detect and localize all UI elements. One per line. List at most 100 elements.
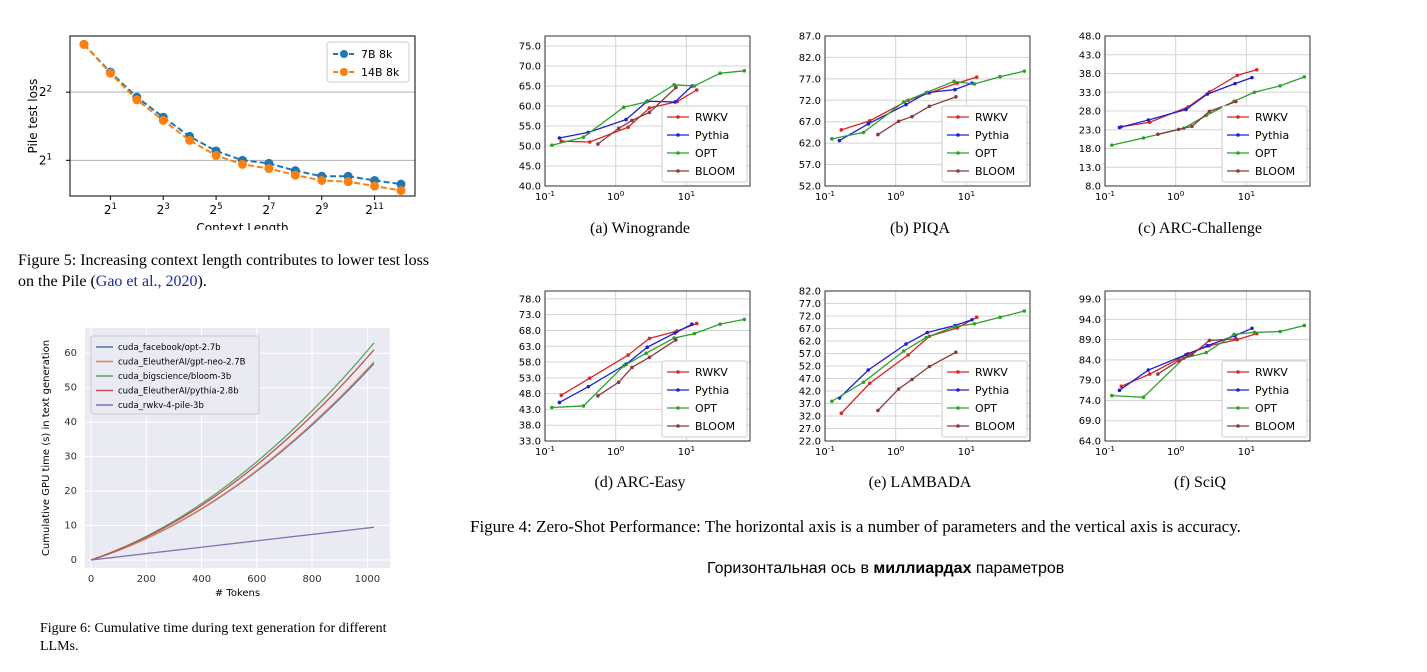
panel-point <box>954 350 958 355</box>
panel-legend-marker <box>1236 424 1240 428</box>
panel-point <box>1022 69 1027 73</box>
fig5-legend-marker <box>340 50 348 58</box>
panel-point <box>647 355 652 360</box>
panel-y-tick-label: 48.0 <box>519 389 541 400</box>
panel-point <box>839 411 844 416</box>
fig5-point <box>343 177 353 187</box>
panel-point <box>647 106 652 110</box>
panel-point <box>647 336 652 341</box>
fig6-legend-label: cuda_rwkv-4-pile-3b <box>118 401 204 411</box>
panel-legend-label: BLOOM <box>975 420 1015 433</box>
panel-point <box>927 364 932 369</box>
note-bold: миллиардах <box>873 560 972 577</box>
panel-point <box>1207 338 1212 343</box>
panel-x-tick-label: 10-1 <box>1095 444 1115 458</box>
fig4-arc-challenge-chart: 8.0 13.0 18.0 23.0 28.0 33.0 38.0 43.0 48.0 10-1 1… <box>1079 32 1311 203</box>
panel-axes-frame <box>824 290 1031 442</box>
panel-legend <box>661 360 748 438</box>
panel-point <box>1232 332 1236 337</box>
fig5-citation-link[interactable]: Gao et al., 2020 <box>95 273 198 290</box>
panel-point <box>1022 309 1027 313</box>
panel-y-tick-label: 23.0 <box>1079 125 1101 136</box>
fig5-x-axis-label: Context Length <box>196 221 288 230</box>
fig6-legend-label: cuda_EleutherAI/gpt-neo-2.7B <box>118 358 246 368</box>
panel-point <box>672 83 676 87</box>
panel-axes-frame <box>544 35 751 187</box>
panel-point <box>1190 124 1194 129</box>
panel-point <box>550 405 554 410</box>
panel-point <box>644 100 648 104</box>
panel-legend-marker <box>956 151 960 155</box>
panel-x-tick-label: 101 <box>678 189 695 203</box>
panel-y-tick-label: 33.0 <box>1079 88 1101 99</box>
panel-series-line <box>1111 76 1305 146</box>
panel-y-tick-label: 72.0 <box>799 312 821 323</box>
panel-point <box>1147 372 1152 376</box>
panel-y-tick-label: 72.0 <box>799 96 821 107</box>
fig6-y-tick-label: 20 <box>64 486 77 497</box>
panel-point <box>1278 84 1282 88</box>
fig6-x-tick-label: 400 <box>192 574 211 585</box>
panel-y-tick-label: 94.0 <box>1079 315 1101 326</box>
panel-legend-marker <box>956 133 960 137</box>
fig6-x-tick-label: 600 <box>247 574 266 585</box>
panel-x-tick-label: 101 <box>958 189 975 203</box>
fig5-point <box>211 151 221 161</box>
panel-point <box>896 119 901 124</box>
fig5-point <box>396 179 406 189</box>
panel-series-line <box>838 319 973 399</box>
fig5-legend-label: 7B 8k <box>361 48 393 61</box>
panel-point <box>910 377 914 382</box>
panel-point <box>557 136 562 140</box>
panel-y-tick-label: 52.0 <box>799 182 821 193</box>
panel-point <box>742 69 747 73</box>
panel-point <box>1207 109 1212 114</box>
panel-point <box>972 82 977 86</box>
panel-legend-label: BLOOM <box>695 165 735 178</box>
panel-point <box>616 380 621 385</box>
panel-y-tick-label: 67.0 <box>799 324 821 335</box>
panel-axes-frame <box>544 290 751 442</box>
panel-series-line <box>1121 69 1257 128</box>
fig5-point <box>79 39 89 49</box>
fig6-legend-label: cuda_EleutherAI/pythia-2.8b <box>118 387 239 397</box>
fig5-y-tick-label: 21 <box>39 153 52 168</box>
panel-point <box>1156 372 1160 376</box>
fig6-caption-label: Figure 6: <box>40 621 91 636</box>
panel-x-tick-label: 100 <box>607 444 625 458</box>
panel-point <box>690 322 694 326</box>
panel-x-tick-label: 100 <box>887 444 905 458</box>
fig5-x-tick-label: 211 <box>365 202 384 217</box>
panel-axes-frame <box>1104 290 1311 442</box>
panel-legend-label: Pythia <box>1255 129 1289 142</box>
panel-point <box>955 326 959 330</box>
panel-legend-label: RWKV <box>695 111 728 124</box>
panel-y-tick-label: 53.0 <box>519 373 541 384</box>
panel-point <box>630 118 634 123</box>
fig4-caption: Figure 4: Zero-Shot Performance: The hor… <box>470 517 1241 536</box>
fig4-winogrande-chart: 40.0 45.0 50.0 55.0 60.0 65.0 70.0 75.0 10-1 100 1… <box>519 35 751 203</box>
fig5-point <box>158 115 168 125</box>
fig4-piqa-subcaption: (b) PIQA <box>890 220 950 237</box>
panel-point <box>673 331 677 335</box>
panel-point <box>1252 90 1257 95</box>
panel-y-tick-label: 48.0 <box>1079 32 1101 43</box>
panel-legend-marker <box>956 424 960 428</box>
fig5-point <box>290 170 300 180</box>
fig6-x-tick-label: 1000 <box>355 574 380 585</box>
panel-x-tick-label: 100 <box>887 189 905 203</box>
panel-legend-label: RWKV <box>1255 111 1288 124</box>
panel-y-tick-label: 50.0 <box>519 142 541 153</box>
panel-point <box>866 122 871 126</box>
fig6-legend-label: cuda_facebook/opt-2.7b <box>118 343 221 353</box>
panel-point <box>974 75 979 79</box>
panel-legend-marker <box>1236 370 1240 374</box>
panel-legend-marker <box>676 370 680 374</box>
fig5-point <box>105 68 115 78</box>
fig5-x-tick-label: 21 <box>104 202 117 217</box>
panel-point <box>694 321 699 326</box>
panel-point <box>839 128 844 132</box>
panel-point <box>1235 73 1239 78</box>
panel-legend-label: Pythia <box>695 129 729 142</box>
panel-y-tick-label: 43.0 <box>1079 50 1101 61</box>
